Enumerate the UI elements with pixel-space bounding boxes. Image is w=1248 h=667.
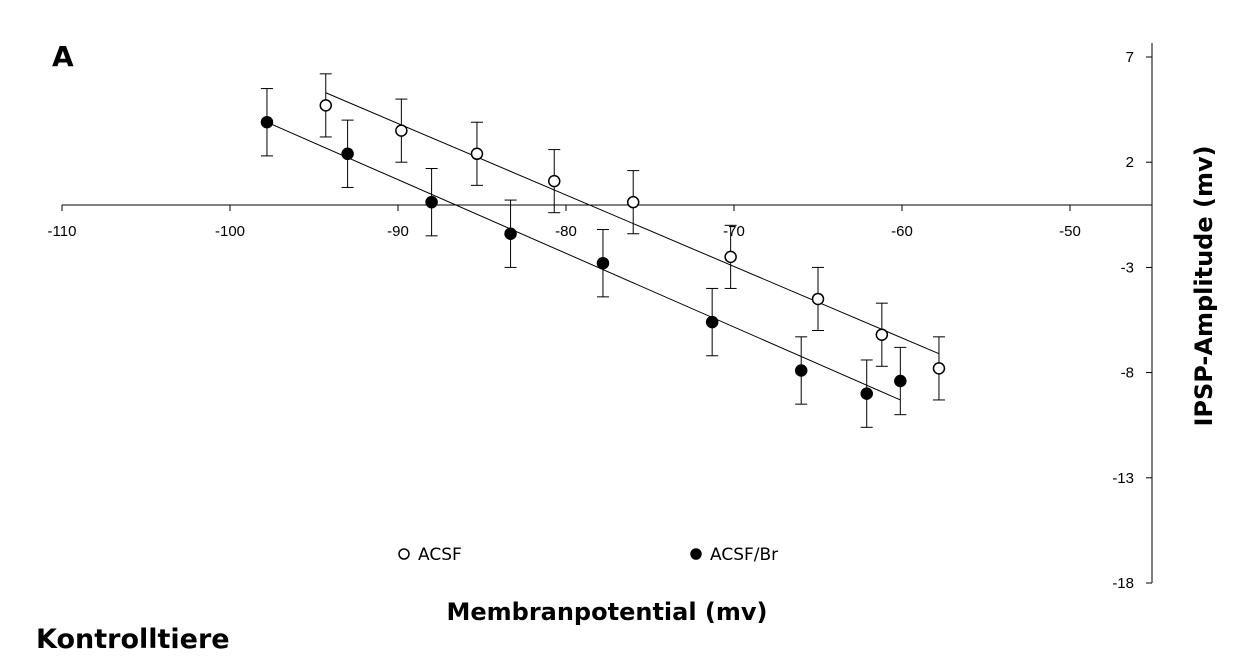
- x-axis-title: Membranpotential (mv): [446, 598, 767, 626]
- data-point-acsf: [470, 121, 484, 186]
- marker-acsf: [626, 195, 640, 209]
- legend: ACSF ACSF/Br: [398, 545, 778, 565]
- x-tick-label: -50: [1059, 223, 1081, 240]
- data-point-acsf-br: [794, 336, 808, 405]
- marker-acsf-br: [596, 256, 610, 270]
- y-tick-label: 7: [1126, 49, 1134, 66]
- marker-acsf-br: [425, 195, 438, 209]
- data-point-acsf: [724, 224, 737, 289]
- data-point-acsf: [319, 73, 333, 138]
- legend-marker-acsf: [398, 548, 410, 560]
- data-points: [260, 73, 946, 428]
- legend-label-acsf-br: ACSF/Br: [710, 545, 778, 565]
- marker-acsf: [547, 174, 561, 188]
- fit-line-acsf-br: [266, 121, 901, 401]
- y-ticks: 7 2 -3 -8 -13 -18: [1112, 49, 1152, 592]
- y-tick-label: -18: [1112, 575, 1134, 592]
- data-point-acsf: [811, 266, 825, 332]
- data-point-acsf-br: [596, 229, 610, 298]
- legend-marker-acsf-br: [690, 548, 702, 560]
- marker-acsf-br: [260, 115, 274, 129]
- marker-acsf: [724, 250, 737, 264]
- marker-acsf: [470, 147, 484, 161]
- x-tick-label: -60: [891, 223, 913, 240]
- y-tick-label: -8: [1121, 365, 1134, 382]
- marker-acsf-br: [894, 374, 907, 388]
- data-point-acsf-br: [260, 88, 274, 157]
- marker-acsf-br: [504, 227, 517, 240]
- data-point-acsf: [875, 302, 889, 367]
- x-ticks: -110 -100 -90 -80 -70 -60 -50: [48, 205, 1081, 240]
- marker-acsf: [395, 124, 408, 137]
- legend-label-acsf: ACSF: [418, 545, 462, 565]
- data-point-acsf: [932, 336, 946, 401]
- data-point-acsf-br: [504, 199, 517, 268]
- panel-label: A: [52, 40, 74, 73]
- x-tick-label: -90: [387, 223, 409, 240]
- marker-acsf: [875, 328, 889, 341]
- data-point-acsf-br: [894, 346, 907, 416]
- marker-acsf-br: [794, 364, 808, 377]
- y-tick-label: -3: [1121, 259, 1134, 276]
- y-tick-label: -13: [1112, 470, 1134, 487]
- data-point-acsf-br: [341, 119, 354, 188]
- x-tick-label: -110: [48, 223, 77, 240]
- data-point-acsf: [395, 98, 408, 163]
- marker-acsf-br: [860, 387, 873, 400]
- marker-acsf: [811, 292, 825, 306]
- fit-lines: [266, 92, 940, 401]
- data-point-acsf-br: [860, 359, 873, 428]
- data-point-acsf-br: [705, 287, 719, 357]
- y-axis-title: IPSP-Amplitude (mv): [1190, 145, 1218, 426]
- x-tick-label: -80: [555, 223, 577, 240]
- x-tick-label: -100: [215, 223, 245, 240]
- marker-acsf: [932, 362, 946, 375]
- figure-caption: Kontrolltiere: [36, 624, 230, 655]
- data-point-acsf-br: [425, 168, 438, 237]
- y-tick-label: 2: [1126, 154, 1134, 171]
- marker-acsf-br: [341, 147, 354, 161]
- x-tick-label: -70: [723, 223, 745, 240]
- axes: [62, 43, 1153, 583]
- marker-acsf: [319, 99, 333, 112]
- data-point-acsf: [547, 149, 561, 214]
- marker-acsf-br: [705, 315, 719, 329]
- fit-line-acsf: [325, 92, 940, 355]
- data-point-acsf: [626, 170, 640, 235]
